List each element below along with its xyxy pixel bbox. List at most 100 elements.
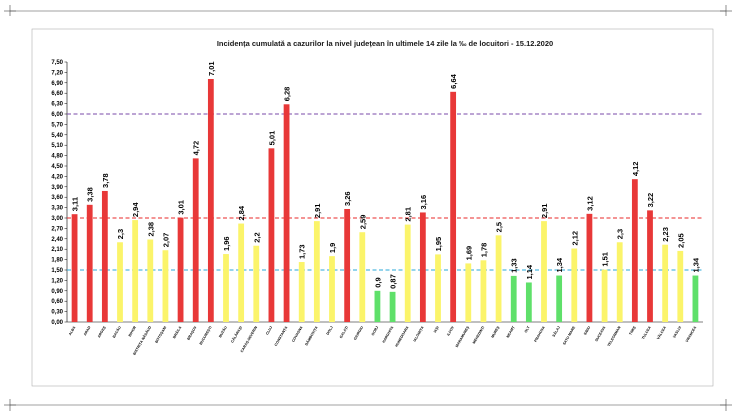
data-label: 1,33: [510, 258, 519, 273]
data-label: 2,5: [495, 222, 504, 232]
bar: [692, 275, 699, 322]
bar: [662, 244, 669, 322]
x-tick-label: IAȘI: [433, 326, 440, 334]
data-label: 3,11: [71, 197, 80, 211]
x-tick-label: HARGHITA: [382, 325, 395, 344]
bar: [601, 269, 608, 322]
bar: [283, 104, 290, 322]
bar: [450, 91, 457, 323]
data-label: 3,01: [177, 200, 186, 215]
y-tick-label: 6,90: [51, 81, 63, 87]
bar: [465, 263, 472, 322]
bar: [86, 204, 93, 322]
x-tick-label: BUCUREȘTI: [199, 326, 213, 346]
bar: [419, 212, 426, 322]
x-tick-label: BACĂU: [111, 325, 122, 339]
data-label: 3,12: [585, 196, 594, 211]
data-label: 2,94: [131, 202, 140, 217]
x-tick-label: VASLUI: [672, 326, 682, 339]
data-label: 3,16: [419, 195, 428, 210]
bar: [495, 235, 502, 322]
bar: [631, 179, 638, 322]
bar: [435, 254, 441, 322]
data-label: 6,28: [283, 87, 292, 102]
y-tick-label: 4,80: [51, 154, 63, 160]
x-tick-label: MEHEDINȚI: [472, 325, 485, 344]
data-label: 2,07: [161, 233, 170, 248]
y-tick-label: 4,50: [51, 164, 63, 170]
bar: [147, 239, 154, 322]
bar: [541, 221, 547, 322]
bar: [223, 254, 229, 322]
x-tick-label: MARAMUREȘ: [455, 325, 471, 348]
y-tick-label: 5,70: [51, 122, 63, 128]
bar: [556, 275, 563, 322]
x-tick-label: TELEORMAN: [607, 325, 622, 347]
data-label: 7,01: [207, 61, 216, 76]
y-tick-label: 7,50: [51, 60, 63, 66]
x-tick-label: VÂLCEA: [655, 325, 667, 341]
x-tick-label: BOTOȘANI: [154, 326, 167, 344]
y-tick-label: 3,60: [51, 195, 63, 201]
y-tick-label: 2,10: [51, 247, 63, 253]
x-tick-label: CĂLĂRAȘI: [229, 325, 243, 344]
bar: [71, 214, 78, 322]
x-tick-label: CONSTANȚA: [274, 325, 289, 347]
data-label: 5,01: [267, 131, 276, 146]
bar: [571, 248, 578, 322]
bar: [616, 242, 623, 322]
bar: [162, 250, 169, 322]
bar: [586, 213, 593, 322]
x-tick-label: VRANCEA: [685, 325, 698, 343]
data-label: 1,73: [298, 244, 307, 259]
data-label: 1,95: [434, 237, 443, 252]
x-tick-label: GORJ: [371, 326, 380, 337]
y-tick-label: 1,20: [51, 278, 63, 284]
y-tick-label: 7,20: [51, 70, 63, 76]
x-tick-label: GIURGIU: [353, 325, 364, 341]
x-tick-label: SUCEAVA: [594, 325, 606, 342]
bar: [313, 221, 320, 322]
bar: [238, 223, 245, 322]
data-label: 2,23: [661, 227, 670, 242]
x-tick-label: DÂMBOVIȚA: [304, 325, 319, 347]
y-tick-label: 3,90: [51, 185, 63, 191]
y-tick-label: 3,00: [51, 216, 63, 222]
x-tick-label: BIHOR: [128, 325, 137, 337]
y-tick-label: 0,60: [51, 299, 63, 305]
x-tick-label: ARGEȘ: [97, 325, 107, 339]
data-label: 2,59: [358, 215, 367, 230]
data-label: 2,2: [252, 232, 261, 242]
bar: [389, 291, 396, 322]
data-label: 2,05: [676, 233, 685, 248]
x-tick-label: IALOMIȚA: [413, 325, 425, 342]
x-tick-label: ILFOV: [446, 325, 455, 337]
y-tick-label: 0,30: [51, 310, 63, 316]
value-labels: 3,11 3,38 3,78 2,3 2,94 2,38 2,07 3,01 4,72 7,01 1…: [71, 61, 701, 288]
data-label: 2,38: [146, 222, 155, 237]
x-tick-label: PRAHOVA: [534, 325, 547, 343]
bar: [207, 78, 214, 322]
x-tick-label: DOLJ: [326, 326, 334, 336]
x-tick-label: HUNEDOARA: [394, 325, 409, 348]
data-label: 1,34: [691, 257, 700, 272]
bar: [344, 208, 351, 322]
x-tick-label: BUZĂU: [217, 325, 228, 339]
data-label: 0,9: [373, 277, 382, 287]
data-label: 2,84: [237, 205, 246, 220]
data-label: 2,3: [116, 229, 125, 239]
chart-title: Incidența cumulată a cazurilor la nivel …: [217, 39, 553, 48]
bar: [192, 158, 199, 322]
y-tick-label: 2,70: [51, 226, 63, 232]
data-label: 3,26: [343, 191, 352, 206]
bar: [298, 262, 305, 322]
y-tick-label: 5,10: [51, 143, 63, 149]
y-tick-label: 6,30: [51, 102, 63, 108]
data-label: 4,72: [192, 141, 201, 156]
data-label: 2,91: [540, 204, 549, 219]
y-tick-label: 1,50: [51, 268, 63, 274]
y-tick-label: 6,00: [51, 112, 63, 118]
data-label: 2,81: [404, 207, 413, 222]
